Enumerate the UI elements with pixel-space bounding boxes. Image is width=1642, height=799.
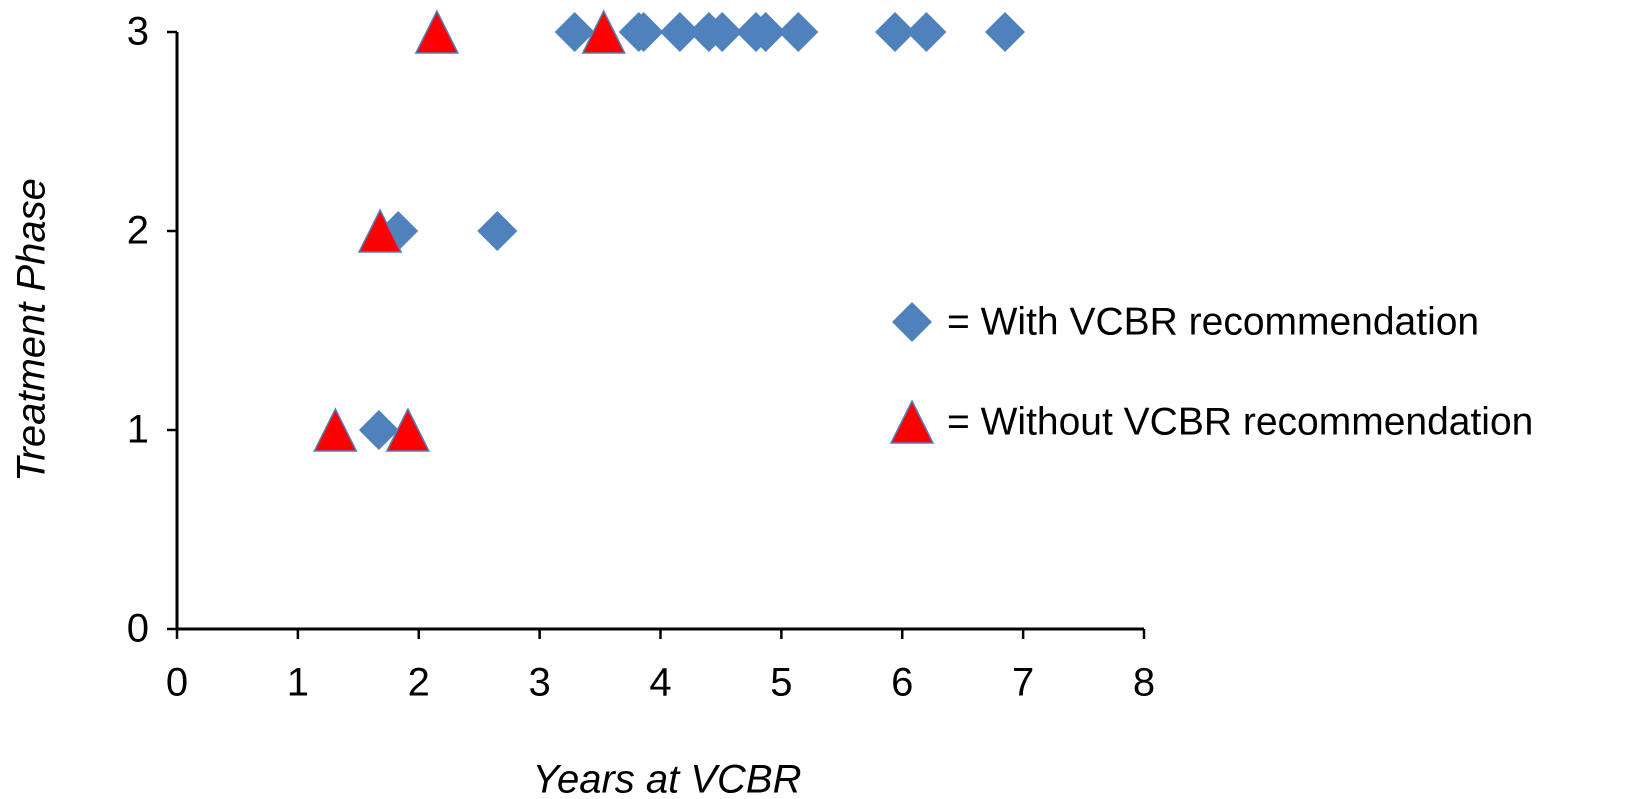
x-tick-label: 1 <box>287 661 309 705</box>
triangle-marker <box>414 9 460 54</box>
triangle-marker <box>889 399 935 444</box>
x-tick-label: 2 <box>408 661 430 705</box>
triangle-marker <box>385 407 431 452</box>
x-axis-label: Years at VCBR <box>532 758 801 799</box>
diamond-marker <box>358 410 399 450</box>
diamond-marker <box>477 211 518 251</box>
y-tick-label: 2 <box>127 209 149 253</box>
x-tick-label: 3 <box>529 661 551 705</box>
x-tick-label: 0 <box>166 661 188 705</box>
x-tick-label: 7 <box>1012 661 1034 705</box>
y-tick-label: 3 <box>127 10 149 54</box>
diamond-marker <box>745 12 786 52</box>
diamond-marker <box>659 12 700 52</box>
diamond-marker <box>623 12 664 52</box>
legend-label: = Without VCBR recommendation <box>947 400 1533 443</box>
diamond-marker <box>906 12 947 52</box>
triangle-marker <box>581 9 626 54</box>
y-tick-label: 0 <box>127 607 149 651</box>
x-tick-label: 8 <box>1133 661 1155 705</box>
diamond-marker <box>874 12 915 52</box>
triangle-marker <box>357 208 403 253</box>
legend-label: = With VCBR recommendation <box>947 300 1479 343</box>
diamond-marker <box>892 302 932 342</box>
x-tick-label: 4 <box>649 661 671 705</box>
triangle-marker <box>313 407 358 452</box>
x-tick-label: 5 <box>770 661 792 705</box>
x-tick-label: 6 <box>891 661 913 705</box>
y-tick-label: 1 <box>127 408 149 452</box>
diamond-marker <box>702 12 743 52</box>
diamond-marker <box>554 12 595 52</box>
diamond-marker <box>984 12 1025 52</box>
y-axis-label: Treatment Phase <box>10 178 54 482</box>
diamond-marker <box>778 12 819 52</box>
